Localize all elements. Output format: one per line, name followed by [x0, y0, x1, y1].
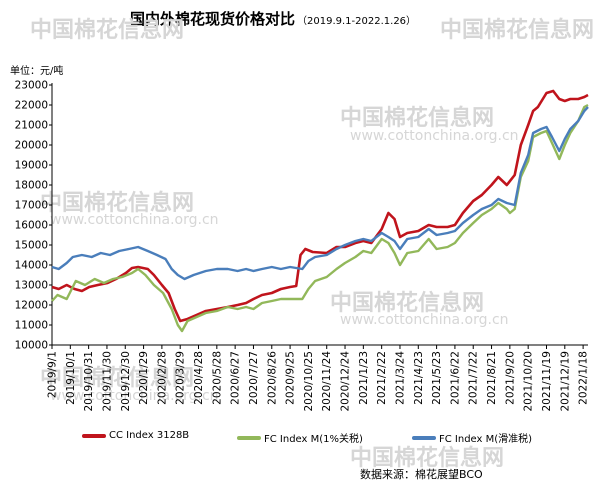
series-line-3 — [51, 106, 589, 281]
legend-label: FC Index M(滑准税) — [439, 434, 533, 445]
legend-item-cc-index: CC Index 3128B — [82, 430, 189, 441]
x-tick-label: 2019/11/30 — [101, 351, 113, 412]
x-tick-label: 2020/12/24 — [340, 351, 352, 412]
y-tick-label: 12000 — [15, 300, 48, 312]
x-tick-label: 2020/6/27 — [230, 351, 242, 405]
y-tick-label: 15000 — [15, 240, 48, 252]
y-tick-label: 17000 — [15, 200, 48, 212]
x-tick-label: 2021/2/22 — [376, 351, 388, 405]
x-tick-label: 2020/10/25 — [303, 351, 315, 412]
chart-subtitle: （2019.9.1-2022.1.26） — [297, 16, 417, 27]
x-tick-label: 2021/8/21 — [486, 351, 498, 405]
legend-swatch — [412, 435, 436, 440]
chart-title: 国内外棉花现货价格对比 — [130, 10, 296, 28]
legend-item-fc-index-sliding: FC Index M(滑准税) — [412, 430, 532, 445]
x-tick-label: 2021/10/20 — [523, 351, 535, 412]
y-tick-label: 16000 — [15, 220, 48, 232]
y-tick-label: 20000 — [15, 140, 48, 152]
y-tick-label: 11000 — [15, 320, 48, 332]
legend-label: CC Index 3128B — [109, 430, 190, 441]
legend-swatch — [237, 435, 261, 440]
x-tick-label: 2020/4/28 — [193, 351, 205, 405]
data-source: 数据来源：棉花展望BCO — [360, 468, 483, 481]
series-lines — [51, 89, 589, 333]
x-tick-label: 2021/7/22 — [468, 351, 480, 405]
x-tick-label: 2019/10/31 — [83, 351, 95, 412]
y-axis: 10000 11000 12000 13000 14000 15000 16000 17000… — [15, 80, 53, 352]
x-tick-label: 2019/10/1 — [65, 351, 77, 405]
x-tick-label: 2021/11/19 — [541, 351, 553, 412]
x-tick-label: 2020/7/27 — [248, 351, 260, 405]
x-tick-label: 2020/5/28 — [211, 351, 223, 405]
series-line-2 — [51, 103, 589, 333]
y-tick-label: 23000 — [15, 80, 48, 92]
x-tick-label: 2021/12/19 — [559, 351, 571, 412]
title: 国内外棉花现货价格对比 （2019.9.1-2022.1.26） — [130, 8, 416, 29]
x-tick-label: 2020/8/26 — [266, 351, 278, 405]
x-tick-label: 2021/9/20 — [504, 351, 516, 405]
y-tick-label: 19000 — [15, 160, 48, 172]
x-tick-label: 2020/2/28 — [156, 351, 168, 405]
legend-swatch — [82, 433, 106, 438]
x-tick-label: 2019/9/1 — [47, 351, 59, 398]
x-axis: 2019/9/1 2019/10/1 2019/10/31 2019/11/30 201… — [47, 344, 590, 412]
x-tick-label: 2022/1/18 — [578, 351, 590, 405]
x-tick-label: 2020/9/25 — [285, 351, 297, 405]
x-tick-label: 2021/5/23 — [431, 351, 443, 405]
x-tick-label: 2019/12/30 — [120, 351, 132, 412]
series-line-1 — [51, 89, 589, 323]
x-tick-label: 2020/1/29 — [138, 351, 150, 405]
x-tick-label: 2021/1/23 — [358, 351, 370, 405]
y-tick-label: 18000 — [15, 180, 48, 192]
y-tick-label: 22000 — [15, 100, 48, 112]
unit-label: 单位：元/吨 — [10, 66, 64, 77]
y-tick-label: 10000 — [15, 340, 48, 352]
x-tick-label: 2021/3/24 — [394, 351, 406, 405]
legend-label: FC Index M(1%关税) — [264, 434, 363, 445]
x-tick-label: 2020/11/24 — [321, 351, 333, 412]
x-tick-label: 2021/4/23 — [413, 351, 425, 405]
x-tick-label: 2021/6/22 — [449, 351, 461, 405]
legend-item-fc-index-1pct: FC Index M(1%关税) — [237, 430, 363, 445]
y-tick-label: 21000 — [15, 120, 48, 132]
x-tick-label: 2020/3/29 — [175, 351, 187, 405]
y-tick-label: 14000 — [15, 260, 48, 272]
y-tick-label: 13000 — [15, 280, 48, 292]
